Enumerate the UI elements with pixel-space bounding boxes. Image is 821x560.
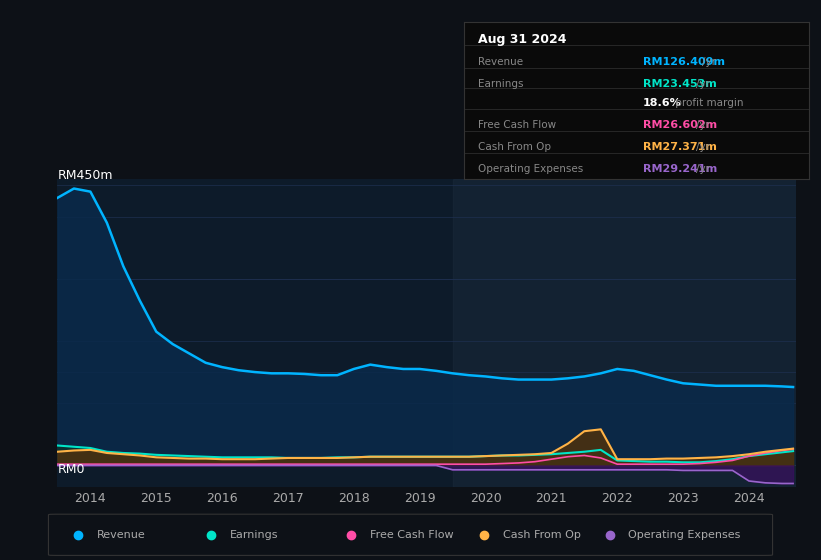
Text: RM450m: RM450m: [57, 169, 113, 182]
Text: Earnings: Earnings: [230, 530, 278, 540]
Text: Operating Expenses: Operating Expenses: [629, 530, 741, 540]
Text: /yr: /yr: [696, 79, 710, 89]
Text: Cash From Op: Cash From Op: [502, 530, 580, 540]
Text: 18.6%: 18.6%: [643, 97, 682, 108]
Text: /yr: /yr: [696, 164, 710, 174]
Text: /yr: /yr: [696, 120, 710, 129]
Text: Earnings: Earnings: [478, 79, 523, 89]
Text: Free Cash Flow: Free Cash Flow: [370, 530, 453, 540]
Text: Free Cash Flow: Free Cash Flow: [478, 120, 556, 129]
Text: RM29.241m: RM29.241m: [643, 164, 718, 174]
Text: RM0: RM0: [57, 463, 85, 476]
Text: RM27.371m: RM27.371m: [643, 142, 717, 152]
Text: Aug 31 2024: Aug 31 2024: [478, 34, 566, 46]
Text: Operating Expenses: Operating Expenses: [478, 164, 583, 174]
Text: Revenue: Revenue: [97, 530, 145, 540]
Text: Cash From Op: Cash From Op: [478, 142, 551, 152]
Text: RM23.453m: RM23.453m: [643, 79, 717, 89]
Bar: [452, 179, 796, 487]
Text: Revenue: Revenue: [478, 57, 523, 67]
Text: /yr: /yr: [696, 142, 710, 152]
Text: profit margin: profit margin: [672, 97, 744, 108]
Text: RM26.602m: RM26.602m: [643, 120, 718, 129]
Text: /yr: /yr: [702, 57, 716, 67]
Text: RM126.409m: RM126.409m: [643, 57, 725, 67]
